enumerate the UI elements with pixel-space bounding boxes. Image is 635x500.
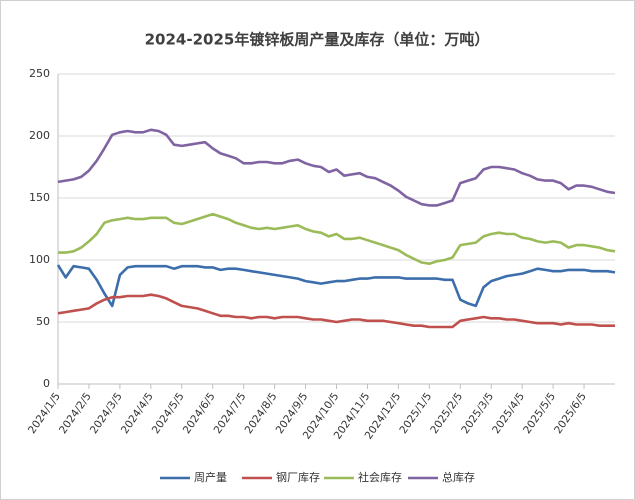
chart-title: 2024-2025年镀锌板周产量及库存（单位：万吨） xyxy=(145,31,490,49)
y-tick-label: 50 xyxy=(36,315,50,328)
series-line xyxy=(57,128,616,207)
legend-label: 钢厂库存 xyxy=(276,470,320,484)
series-line xyxy=(56,264,616,308)
y-tick-label: 100 xyxy=(29,253,50,266)
series-line xyxy=(57,293,615,329)
y-tick-label: 200 xyxy=(29,129,50,142)
series-line xyxy=(58,212,616,265)
y-tick-label: 0 xyxy=(43,377,50,390)
y-tick-label: 250 xyxy=(29,67,50,80)
legend-label: 社会库存 xyxy=(358,470,402,484)
y-tick-label: 150 xyxy=(29,191,50,204)
legend-label: 周产量 xyxy=(194,470,227,484)
legend-label: 总库存 xyxy=(442,470,475,484)
